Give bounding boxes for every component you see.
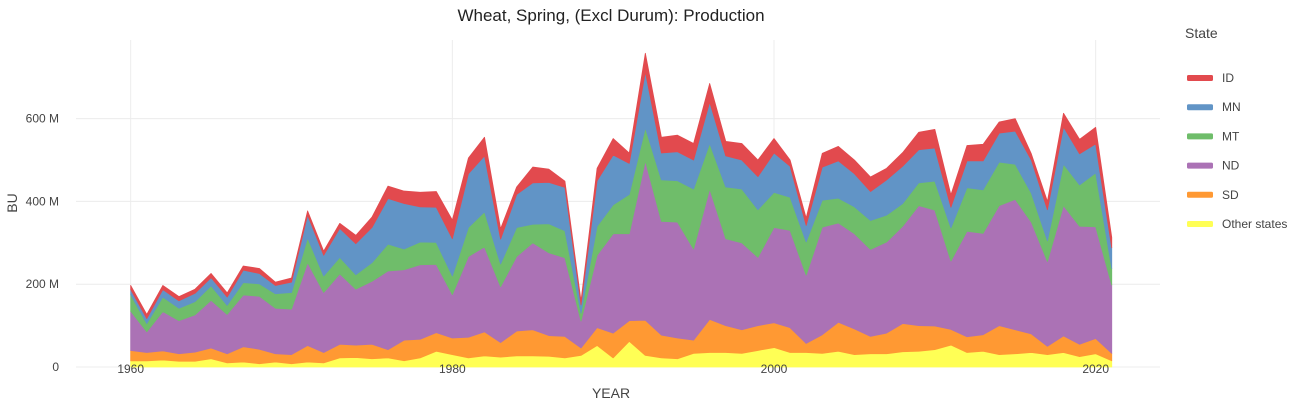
x-tick-label: 2020: [1082, 362, 1109, 376]
chart-title: Wheat, Spring, (Excl Durum): Production: [457, 6, 764, 25]
x-tick-label: 1980: [439, 362, 466, 376]
x-axis-ticks: 1960 1980 2000 2020: [117, 362, 1109, 376]
y-axis-title: BU: [4, 193, 20, 212]
legend-swatch: [1187, 133, 1213, 140]
legend-item-mn[interactable]: MN: [1187, 100, 1241, 114]
legend-label: MT: [1222, 129, 1240, 143]
legend-swatch: [1187, 104, 1213, 111]
legend-label: ND: [1222, 159, 1240, 173]
legend-label: Other states: [1222, 217, 1287, 231]
legend-swatch: [1187, 162, 1213, 169]
y-tick-label: 0: [52, 360, 59, 374]
legend: State ID MN MT ND SD Other states: [1185, 25, 1287, 231]
legend-item-sd[interactable]: SD: [1187, 188, 1239, 202]
x-axis-title: YEAR: [592, 385, 630, 400]
area-series-id[interactable]: [130, 52, 1113, 319]
legend-label: MN: [1222, 100, 1241, 114]
legend-label: ID: [1222, 71, 1234, 85]
y-tick-label: 600 M: [26, 112, 59, 126]
legend-swatch: [1187, 191, 1213, 198]
y-axis-ticks: 0 200 M 400 M 600 M: [26, 112, 60, 374]
y-tick-label: 200 M: [26, 277, 59, 291]
legend-item-mt[interactable]: MT: [1187, 129, 1240, 143]
legend-item-other-states[interactable]: Other states: [1187, 217, 1287, 231]
legend-swatch: [1187, 221, 1213, 227]
legend-label: SD: [1222, 188, 1239, 202]
legend-swatch: [1187, 75, 1213, 81]
y-tick-label: 400 M: [26, 194, 59, 208]
x-tick-label: 1960: [117, 362, 144, 376]
x-tick-label: 2000: [761, 362, 788, 376]
legend-title: State: [1185, 25, 1218, 41]
area-series-group: [130, 52, 1113, 368]
legend-item-id[interactable]: ID: [1187, 71, 1234, 85]
legend-item-nd[interactable]: ND: [1187, 159, 1240, 173]
